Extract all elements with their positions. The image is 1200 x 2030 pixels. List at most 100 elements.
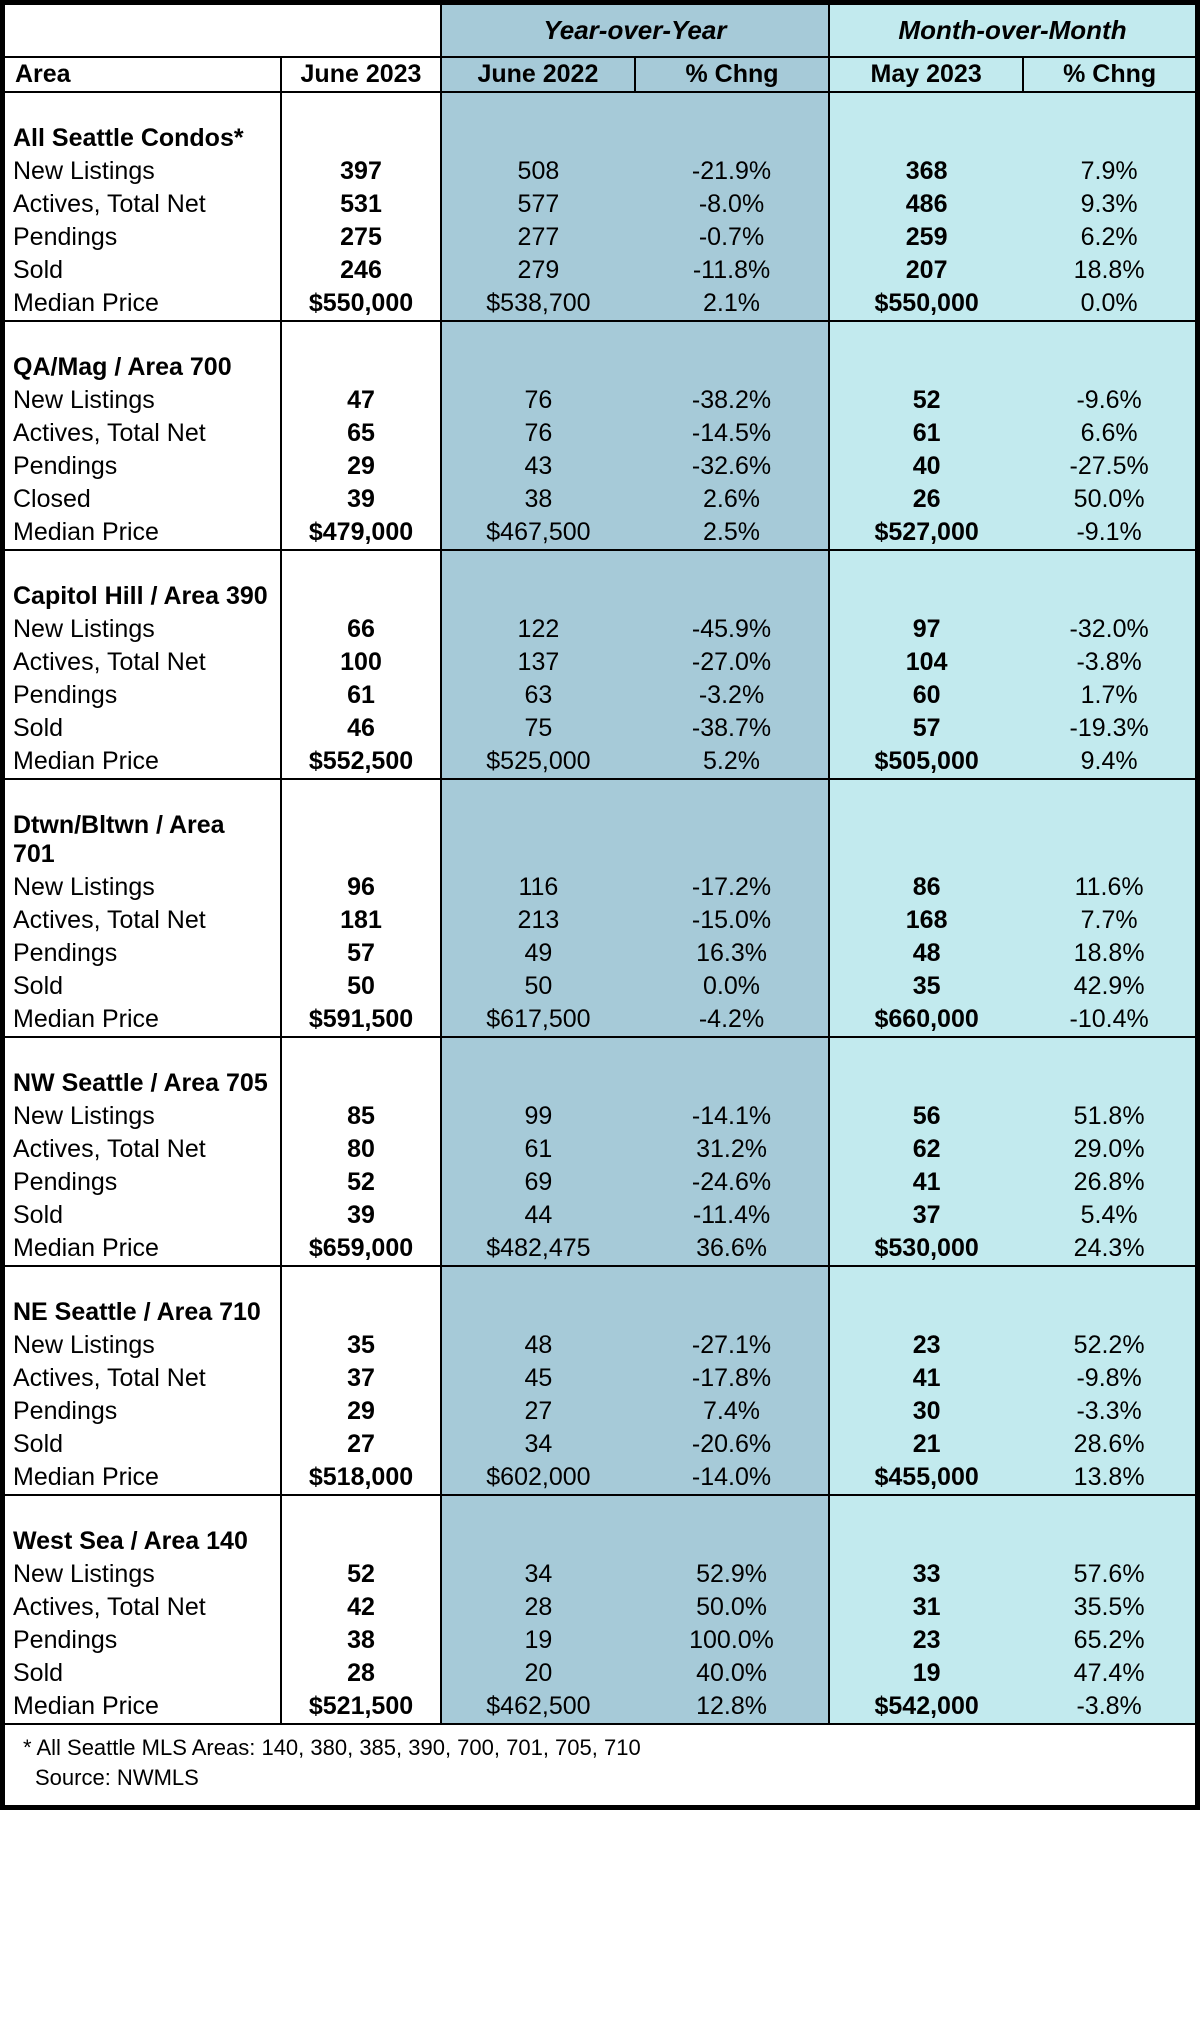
section-title: NW Seattle / Area 705 (3, 1067, 282, 1100)
table-row: Median Price$518,000$602,000-14.0%$455,0… (3, 1461, 1198, 1495)
cell-mom-value: 30 (829, 1395, 1023, 1428)
cell-current: 66 (281, 613, 441, 646)
table-row: Sold282040.0%1947.4% (3, 1657, 1198, 1690)
cell-current: 61 (281, 679, 441, 712)
spacer-row (3, 1037, 1198, 1067)
cell-yoy-change: -24.6% (635, 1166, 829, 1199)
table-row: New Listings523452.9%3357.6% (3, 1558, 1198, 1591)
cell-mom-value: 259 (829, 221, 1023, 254)
cell-mom-value: 61 (829, 417, 1023, 450)
metric-label: Actives, Total Net (3, 646, 282, 679)
cell-yoy-value: $467,500 (441, 516, 635, 550)
cell-mom-value: 37 (829, 1199, 1023, 1232)
metric-label: Median Price (3, 516, 282, 550)
cell-mom-change: 29.0% (1023, 1133, 1197, 1166)
cell-mom-change: 51.8% (1023, 1100, 1197, 1133)
metric-label: Median Price (3, 1690, 282, 1724)
cell-yoy-value: 19 (441, 1624, 635, 1657)
cell-mom-value: $527,000 (829, 516, 1023, 550)
cell-mom-value: 41 (829, 1362, 1023, 1395)
spacer-row (3, 1495, 1198, 1525)
table-row: Sold3944-11.4%375.4% (3, 1199, 1198, 1232)
cell-mom-value: 207 (829, 254, 1023, 287)
cell-current: 46 (281, 712, 441, 745)
cell-yoy-value: 63 (441, 679, 635, 712)
metric-label: Median Price (3, 1003, 282, 1037)
cell-yoy-change: -0.7% (635, 221, 829, 254)
section-title-row: Capitol Hill / Area 390 (3, 580, 1198, 613)
cell-yoy-change: -32.6% (635, 450, 829, 483)
cell-yoy-change: -14.1% (635, 1100, 829, 1133)
cell-yoy-change: -15.0% (635, 904, 829, 937)
yoy-group-header: Year-over-Year (441, 3, 829, 57)
cell-mom-value: 48 (829, 937, 1023, 970)
cell-yoy-value: 44 (441, 1199, 635, 1232)
table-row: Median Price$552,500$525,0005.2%$505,000… (3, 745, 1198, 779)
metric-label: Median Price (3, 287, 282, 321)
cell-current: $550,000 (281, 287, 441, 321)
cell-mom-change: -9.8% (1023, 1362, 1197, 1395)
cell-current: 27 (281, 1428, 441, 1461)
cell-mom-change: 5.4% (1023, 1199, 1197, 1232)
footer-note-row: * All Seattle MLS Areas: 140, 380, 385, … (3, 1724, 1198, 1765)
metric-label: Closed (3, 483, 282, 516)
cell-mom-value: 33 (829, 1558, 1023, 1591)
metric-label: Sold (3, 712, 282, 745)
metric-label: Pendings (3, 1166, 282, 1199)
table-row: Closed39382.6%2650.0% (3, 483, 1198, 516)
cell-yoy-value: 99 (441, 1100, 635, 1133)
metric-label: Median Price (3, 1232, 282, 1266)
cell-yoy-change: -11.4% (635, 1199, 829, 1232)
cell-mom-value: 86 (829, 871, 1023, 904)
cell-mom-change: 7.9% (1023, 155, 1197, 188)
table-row: Pendings29277.4%30-3.3% (3, 1395, 1198, 1428)
metric-label: Median Price (3, 1461, 282, 1495)
cell-mom-change: 0.0% (1023, 287, 1197, 321)
metric-label: New Listings (3, 1100, 282, 1133)
section-title: Dtwn/Bltwn / Area 701 (3, 809, 282, 871)
cell-mom-value: 486 (829, 188, 1023, 221)
section-title: QA/Mag / Area 700 (3, 351, 282, 384)
table-row: Sold50500.0%3542.9% (3, 970, 1198, 1003)
cell-yoy-value: 61 (441, 1133, 635, 1166)
cell-yoy-value: 75 (441, 712, 635, 745)
cell-yoy-value: $602,000 (441, 1461, 635, 1495)
table-row: Pendings574916.3%4818.8% (3, 937, 1198, 970)
cell-mom-value: 41 (829, 1166, 1023, 1199)
col-current: June 2023 (281, 57, 441, 92)
section-title-row: NW Seattle / Area 705 (3, 1067, 1198, 1100)
metric-label: Sold (3, 254, 282, 287)
cell-mom-change: 18.8% (1023, 937, 1197, 970)
footer-source: Source: NWMLS (3, 1765, 1198, 1808)
cell-current: 57 (281, 937, 441, 970)
cell-mom-value: $505,000 (829, 745, 1023, 779)
cell-mom-change: 47.4% (1023, 1657, 1197, 1690)
section-title-row: West Sea / Area 140 (3, 1525, 1198, 1558)
cell-yoy-value: $525,000 (441, 745, 635, 779)
cell-mom-change: 6.6% (1023, 417, 1197, 450)
cell-yoy-value: 34 (441, 1428, 635, 1461)
cell-current: $659,000 (281, 1232, 441, 1266)
cell-yoy-value: 279 (441, 254, 635, 287)
metric-label: New Listings (3, 871, 282, 904)
cell-yoy-value: 76 (441, 384, 635, 417)
spacer-row (3, 550, 1198, 580)
cell-yoy-change: 40.0% (635, 1657, 829, 1690)
metric-label: Sold (3, 970, 282, 1003)
cell-current: 38 (281, 1624, 441, 1657)
cell-yoy-change: 7.4% (635, 1395, 829, 1428)
cell-current: 47 (281, 384, 441, 417)
cell-yoy-value: $617,500 (441, 1003, 635, 1037)
table-row: Pendings5269-24.6%4126.8% (3, 1166, 1198, 1199)
table-row: Actives, Total Net181213-15.0%1687.7% (3, 904, 1198, 937)
cell-current: 28 (281, 1657, 441, 1690)
metric-label: Sold (3, 1428, 282, 1461)
metric-label: New Listings (3, 155, 282, 188)
cell-mom-change: -3.8% (1023, 1690, 1197, 1724)
cell-yoy-value: 76 (441, 417, 635, 450)
metric-label: New Listings (3, 613, 282, 646)
cell-yoy-change: -27.1% (635, 1329, 829, 1362)
col-area: Area (3, 57, 282, 92)
cell-yoy-change: -38.2% (635, 384, 829, 417)
cell-mom-change: 65.2% (1023, 1624, 1197, 1657)
